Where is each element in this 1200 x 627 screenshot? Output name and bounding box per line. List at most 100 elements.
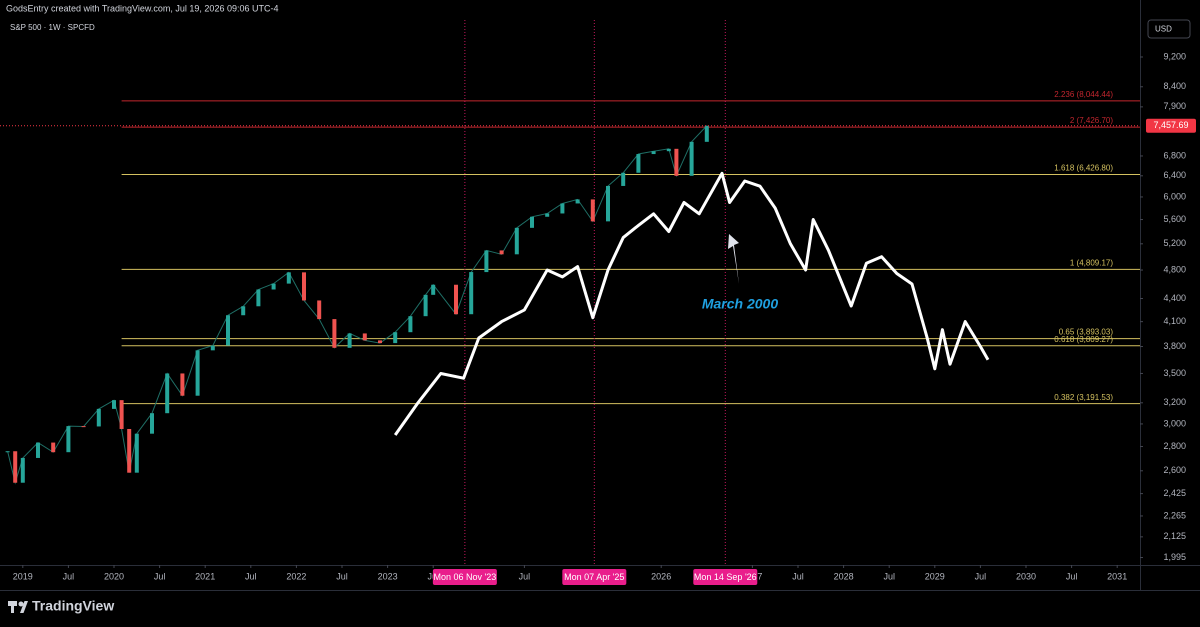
- last-price-label: 7,457.69: [1153, 120, 1188, 130]
- y-tick-label: 9,200: [1163, 51, 1186, 61]
- x-tick-label: 2020: [104, 571, 124, 581]
- x-tick-label: Jul: [883, 571, 895, 581]
- candle: [704, 125, 709, 142]
- x-tick-label: Jul: [63, 571, 75, 581]
- level-label: 1 (4,809.17): [1070, 259, 1113, 268]
- x-tick-label: Jul: [154, 571, 166, 581]
- y-tick-label: 6,800: [1163, 150, 1186, 160]
- candle: [362, 333, 367, 341]
- candle: [165, 373, 170, 414]
- candle: [666, 148, 671, 152]
- last-price-tag: [1146, 118, 1196, 133]
- level-label: 1.618 (6,426.80): [1054, 164, 1113, 173]
- candle: [20, 457, 25, 483]
- candle: [66, 426, 71, 453]
- x-tick-label: Jul: [245, 571, 257, 581]
- candle: [241, 306, 246, 316]
- candle: [134, 433, 139, 473]
- candle: [469, 272, 474, 315]
- x-tick-label: 2023: [378, 571, 398, 581]
- candle: [545, 213, 550, 217]
- marker-label: Mon 07 Apr '25: [564, 572, 624, 582]
- marker-tag: [562, 569, 627, 585]
- x-tick-label: 2026: [651, 571, 671, 581]
- candle: [96, 408, 101, 427]
- candle: [606, 185, 610, 222]
- annotation: March 2000: [702, 296, 778, 312]
- level-label: 0.65 (3,893.03): [1059, 328, 1114, 337]
- candle: [150, 413, 154, 434]
- y-tick-label: 7,900: [1163, 101, 1186, 111]
- marker-label: Mon 06 Nov '23: [433, 572, 496, 582]
- candle: [317, 300, 322, 320]
- x-tick-label: 2029: [925, 571, 945, 581]
- symbol: S&P 500 · 1W · SPCFD: [10, 23, 95, 32]
- candle: [119, 400, 124, 429]
- candle: [560, 203, 565, 214]
- y-tick-label: 6,000: [1163, 191, 1186, 201]
- candle: [256, 289, 261, 307]
- y-tick-label: 4,100: [1163, 316, 1186, 326]
- y-tick-label: 4,400: [1163, 293, 1186, 303]
- level-label: 0.618 (3,809.27): [1054, 335, 1113, 344]
- y-tick-label: 2,600: [1163, 465, 1186, 475]
- candle: [81, 426, 86, 428]
- x-tick-label: Jul: [792, 571, 804, 581]
- candle: [51, 442, 56, 453]
- level-label: 2.236 (8,044.44): [1054, 90, 1113, 99]
- currency-label: USD: [1155, 25, 1172, 34]
- y-tick-label: 2,425: [1163, 488, 1186, 498]
- marker-tag: [693, 569, 758, 585]
- candle: [332, 319, 337, 348]
- y-tick-label: 2,800: [1163, 441, 1186, 451]
- candle: [621, 172, 626, 186]
- brand-logo: [8, 601, 28, 613]
- candle: [393, 332, 398, 344]
- y-tick-label: 3,200: [1163, 397, 1186, 407]
- candle: [286, 272, 291, 284]
- candle: [210, 345, 215, 351]
- y-tick-label: 3,000: [1163, 418, 1186, 428]
- candle: [431, 284, 436, 295]
- candle: [636, 154, 641, 173]
- candle: [13, 451, 18, 483]
- candle: [689, 141, 694, 176]
- y-tick-label: 5,200: [1163, 238, 1186, 248]
- x-tick-label: Jul: [336, 571, 348, 581]
- candle: [590, 199, 595, 222]
- currency-button[interactable]: [1147, 19, 1191, 39]
- level-label: 2 (7,426.70): [1070, 116, 1113, 125]
- candle: [651, 151, 656, 155]
- candle: [575, 199, 580, 204]
- candle: [530, 216, 534, 228]
- y-tick-label: 6,400: [1163, 170, 1186, 180]
- x-tick-label: Jul: [519, 571, 531, 581]
- y-tick-label: 4,800: [1163, 264, 1186, 274]
- y-tick-label: 8,400: [1163, 81, 1186, 91]
- candle: [347, 333, 352, 348]
- candle: [271, 283, 276, 290]
- marker-tag: [432, 569, 497, 585]
- x-tick-label: 2031: [1107, 571, 1127, 581]
- candle: [423, 294, 428, 317]
- y-tick-label: 2,265: [1163, 510, 1186, 520]
- y-tick-label: 5,600: [1163, 214, 1186, 224]
- candle: [499, 250, 504, 255]
- candle: [514, 227, 519, 255]
- x-tick-label: 2030: [1016, 571, 1036, 581]
- level-label: 0.382 (3,191.53): [1054, 393, 1113, 402]
- marker-label: Mon 14 Sep '26: [694, 572, 757, 582]
- candle: [674, 148, 679, 176]
- x-tick-label: 2022: [286, 571, 306, 581]
- candle: [127, 428, 132, 473]
- x-tick-label: Jul: [975, 571, 987, 581]
- candle: [226, 315, 230, 346]
- brand: TradingView: [32, 598, 114, 614]
- candle: [454, 284, 458, 315]
- candle: [408, 316, 413, 333]
- x-tick-label: 2028: [834, 571, 854, 581]
- x-tick-label: Jul: [1066, 571, 1078, 581]
- y-tick-label: 1,995: [1163, 552, 1186, 562]
